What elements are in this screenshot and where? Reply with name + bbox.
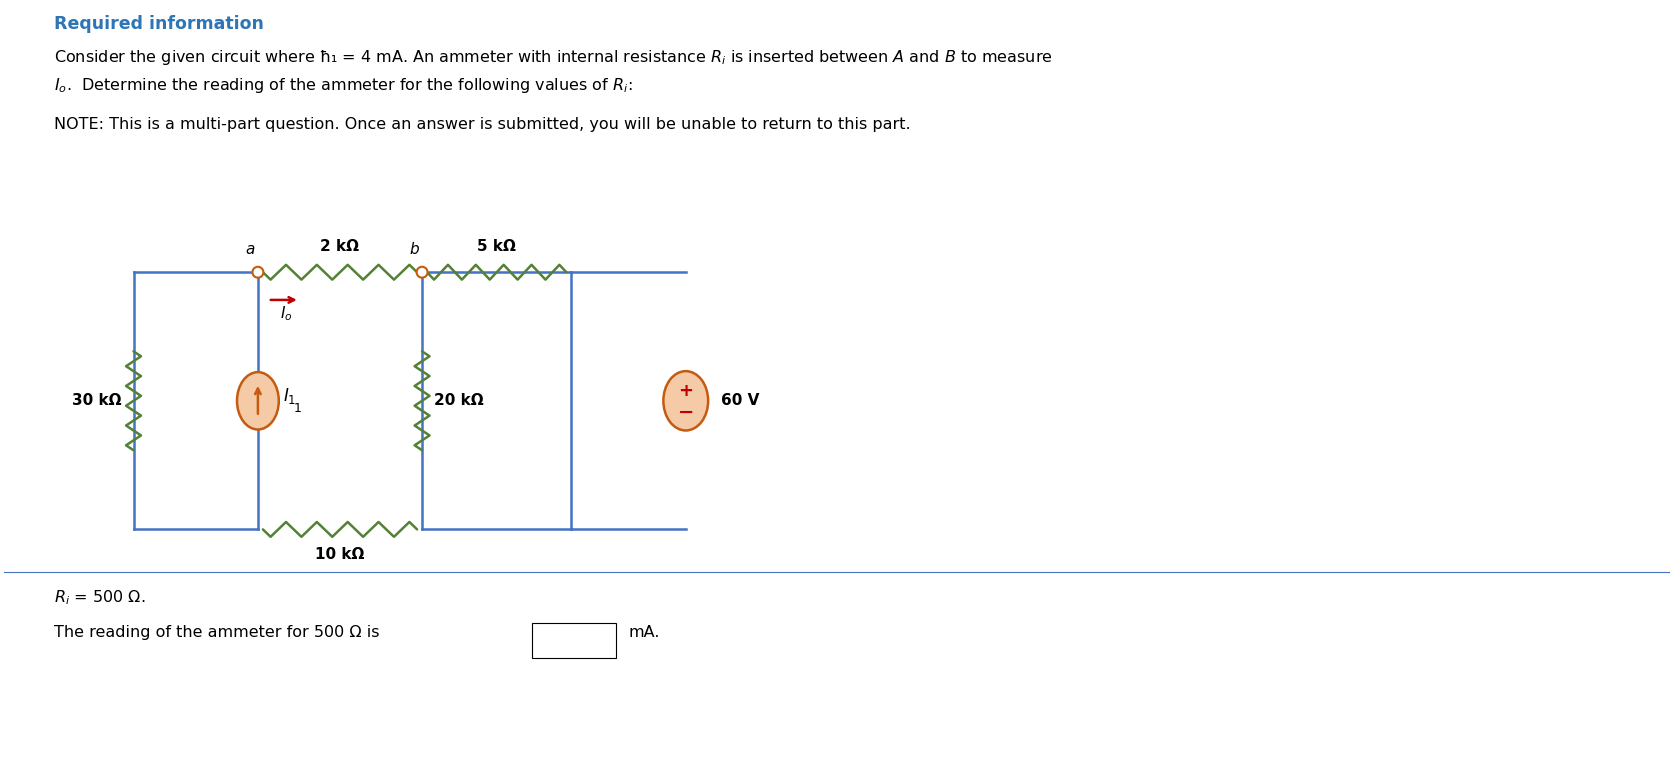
Circle shape bbox=[417, 267, 427, 277]
Text: Consider the given circuit where ħ₁ = 4 mA. An ammeter with internal resistance : Consider the given circuit where ħ₁ = 4 … bbox=[54, 47, 1052, 67]
Ellipse shape bbox=[663, 372, 708, 430]
Text: 1: 1 bbox=[293, 402, 301, 415]
Text: 60 V: 60 V bbox=[719, 393, 758, 408]
Text: 2 kΩ: 2 kΩ bbox=[320, 240, 360, 254]
Text: $b$: $b$ bbox=[408, 241, 420, 257]
FancyBboxPatch shape bbox=[532, 624, 616, 658]
Text: $I_o$.  Determine the reading of the ammeter for the following values of $R_i$:: $I_o$. Determine the reading of the amme… bbox=[54, 77, 632, 96]
Text: 20 kΩ: 20 kΩ bbox=[433, 393, 483, 408]
Text: +: + bbox=[678, 382, 693, 400]
Text: $I_1$: $I_1$ bbox=[283, 386, 296, 406]
Text: Required information: Required information bbox=[54, 15, 264, 33]
Ellipse shape bbox=[238, 372, 279, 430]
Text: The reading of the ammeter for 500 Ω is: The reading of the ammeter for 500 Ω is bbox=[54, 625, 380, 640]
Text: mA.: mA. bbox=[627, 625, 659, 640]
Text: 10 kΩ: 10 kΩ bbox=[315, 547, 365, 562]
Circle shape bbox=[253, 267, 263, 277]
Text: $I_o$: $I_o$ bbox=[279, 304, 291, 322]
Text: 30 kΩ: 30 kΩ bbox=[72, 393, 122, 408]
Text: $a$: $a$ bbox=[244, 242, 254, 257]
Text: $R_i$ = 500 Ω.: $R_i$ = 500 Ω. bbox=[54, 589, 146, 607]
Text: 5 kΩ: 5 kΩ bbox=[477, 240, 515, 254]
Text: NOTE: This is a multi-part question. Once an answer is submitted, you will be un: NOTE: This is a multi-part question. Onc… bbox=[54, 117, 910, 132]
Text: −: − bbox=[678, 403, 694, 422]
